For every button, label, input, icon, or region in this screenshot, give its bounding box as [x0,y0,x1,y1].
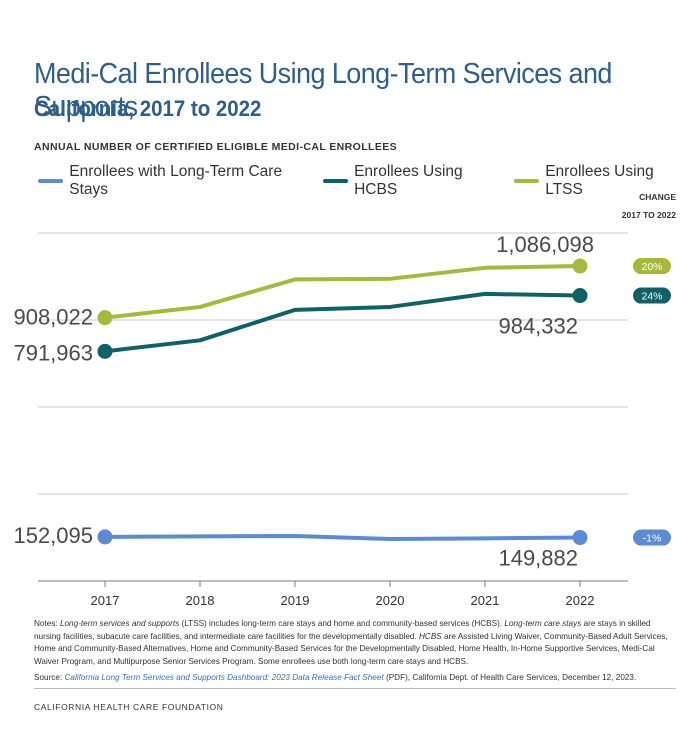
source-rest: (PDF), California Dept. of Health Care S… [383,673,637,682]
marker-start-ltss [97,310,113,326]
change-badge-label-ltc: -1% [643,533,662,545]
source-link[interactable]: California Long Term Services and Suppor… [64,673,384,682]
source-label: Source: [34,673,65,682]
notes-label: Notes: [34,619,58,628]
legend-swatch-ltss [513,179,540,183]
data-label-end-ltc: 149,882 [498,546,578,571]
footer-org: CALIFORNIA HEALTH CARE FOUNDATION [34,702,224,712]
x-tick-label-2017: 2017 [91,593,120,608]
legend-swatch-ltc [38,179,64,183]
data-label-end-hcbs: 984,332 [498,314,578,339]
notes-ltss-def: (LTSS) includes long-term care stays and… [179,619,505,628]
legend-item-ltss: Enrollees Using LTSS [513,163,686,199]
legend: Enrollees with Long-Term Care Stays Enro… [38,163,700,199]
change-badge-ltss [633,258,671,275]
marker-end-hcbs [572,288,588,304]
notes-ltc-def: are stays in skilled nursing facilities,… [34,619,651,641]
marker-start-hcbs [97,343,113,359]
x-tick-label-2022: 2022 [566,593,595,608]
data-label-start-ltss: 908,022 [13,305,93,330]
x-tick-label-2018: 2018 [186,593,215,608]
line-chart: 2017 2018 2019 2020 2021 2022 152,095 149,882 -1… [13,232,671,608]
x-tick-label-2020: 2020 [376,593,405,608]
change-header: CHANGE 2017 TO 2022 [622,188,676,224]
marker-start-ltc [97,529,113,545]
change-badge-label-hcbs: 24% [641,291,662,303]
data-label-start-hcbs: 791,963 [13,340,93,365]
marker-end-ltss [572,258,588,274]
footer-divider [34,688,676,689]
marker-end-ltc [572,530,588,546]
data-label-start-ltc: 152,095 [13,523,93,548]
chart-subtitle: California, 2017 to 2022 [34,96,262,121]
notes-ltc-term: Long-term care stays [504,619,582,628]
legend-item-ltc: Enrollees with Long-Term Care Stays [38,163,309,199]
legend-label-ltc: Enrollees with Long-Term Care Stays [69,163,283,198]
y-axis-label: ANNUAL NUMBER OF CERTIFIED ELIGIBLE MEDI… [34,141,398,153]
series-line-ltss [103,264,582,320]
series-line-hcbs [103,291,582,354]
change-badge-hcbs [633,287,671,304]
chart-title: Medi-Cal Enrollees Using Long-Term Servi… [34,58,612,123]
change-badge-label-ltss: 20% [641,261,662,273]
legend-item-hcbs: Enrollees Using HCBS [322,163,500,199]
legend-label-hcbs: Enrollees Using HCBS [354,163,463,198]
legend-label-ltss: Enrollees Using LTSS [545,163,654,198]
notes-ltss-term: Long-term services and supports [59,619,180,628]
legend-swatch-hcbs [322,179,349,183]
x-tick-label-2019: 2019 [281,593,310,608]
notes-paragraph: Notes: Long-term services and supports (… [34,618,674,668]
data-label-end-ltss: 1,086,098 [496,232,594,257]
source-paragraph: Source: California Long Term Services an… [34,672,674,685]
change-badge-ltc [633,529,671,546]
notes-hcbs-def: are Assisted Living Waiver, Community-Ba… [34,631,668,666]
change-header-line1: CHANGE [639,192,676,202]
change-header-line2: 2017 TO 2022 [621,210,676,220]
notes-block: Notes: Long-term services and supports (… [34,618,674,689]
x-tick-label-2021: 2021 [471,593,500,608]
notes-hcbs-term: HCBS [419,631,442,641]
series-line-ltc [103,534,582,541]
